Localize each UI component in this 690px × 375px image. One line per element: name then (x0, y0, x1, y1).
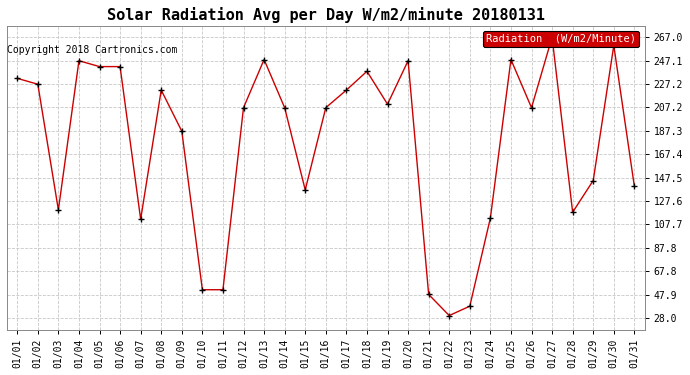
Text: Copyright 2018 Cartronics.com: Copyright 2018 Cartronics.com (7, 45, 177, 55)
Legend: Radiation  (W/m2/Minute): Radiation (W/m2/Minute) (483, 31, 640, 47)
Title: Solar Radiation Avg per Day W/m2/minute 20180131: Solar Radiation Avg per Day W/m2/minute … (107, 7, 545, 23)
